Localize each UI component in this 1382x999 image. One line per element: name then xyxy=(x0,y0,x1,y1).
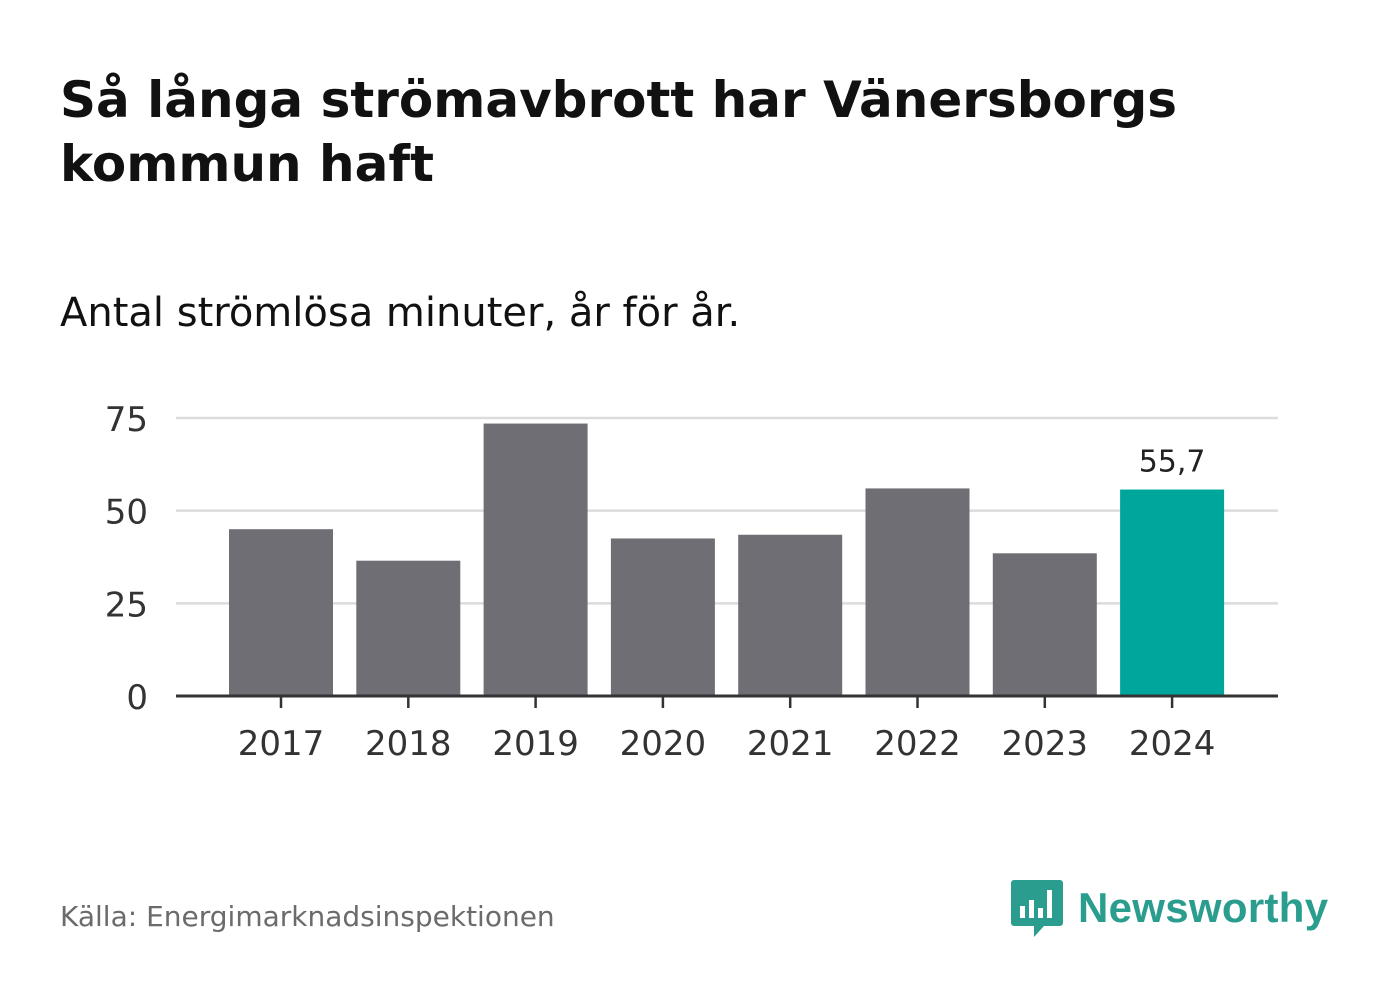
brand-name: Newsworthy xyxy=(1078,884,1329,931)
bar-2019 xyxy=(483,423,588,696)
newsworthy-logo: Newsworthy xyxy=(1010,878,1328,938)
x-tick-label-2020: 2020 xyxy=(620,724,707,764)
bar-2021 xyxy=(738,534,843,696)
bar-2023 xyxy=(992,553,1097,696)
x-tick-label-2019: 2019 xyxy=(492,724,579,764)
y-tick-label-75: 75 xyxy=(105,400,148,440)
bar-2024 xyxy=(1120,489,1225,696)
y-tick-label-25: 25 xyxy=(105,585,148,625)
x-tick-label-2024: 2024 xyxy=(1129,724,1216,764)
bar-2017 xyxy=(229,529,333,696)
x-tick-label-2021: 2021 xyxy=(747,724,834,764)
x-tick-label-2023: 2023 xyxy=(1002,724,1089,764)
y-tick-label-50: 50 xyxy=(105,493,148,533)
x-tick-label-2022: 2022 xyxy=(874,724,961,764)
x-tick-label-2018: 2018 xyxy=(365,724,452,764)
chart-title: Så långa strömavbrott har Vänersborgs ko… xyxy=(60,71,1178,193)
bar-2018 xyxy=(356,560,461,696)
bar-2020 xyxy=(610,538,715,696)
bar-2022 xyxy=(865,488,970,696)
bar-chart: 0 25 50 75 2017 2018 2019 2020 2021 2022 2023 2024 5… xyxy=(105,400,1278,764)
data-label-2024: 55,7 xyxy=(1139,445,1206,480)
y-tick-label-0: 0 xyxy=(126,678,148,718)
source-note: Källa: Energimarknadsinspektionen xyxy=(60,900,555,933)
chart-subtitle: Antal strömlösa minuter, år för år. xyxy=(60,290,741,336)
x-tick-label-2017: 2017 xyxy=(238,724,325,764)
chat-bubble-bar-chart-icon xyxy=(1011,880,1063,937)
